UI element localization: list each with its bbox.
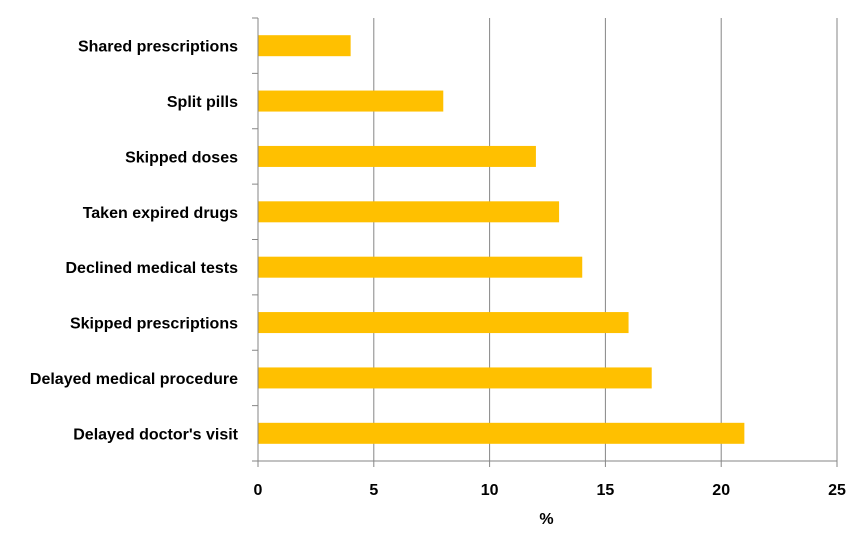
x-tick-label-0: 0 — [254, 482, 263, 499]
x-axis-title: % — [539, 511, 553, 528]
category-label-4: Declined medical tests — [65, 260, 238, 277]
bar-6 — [258, 367, 652, 389]
x-tick-label-20: 20 — [712, 482, 730, 499]
x-tick-label-15: 15 — [597, 482, 615, 499]
category-label-2: Skipped doses — [125, 149, 238, 166]
category-label-1: Split pills — [167, 94, 238, 111]
category-labels: Shared prescriptions Split pills Skipped d… — [30, 39, 239, 444]
axes — [257, 18, 837, 462]
gridlines — [252, 17, 838, 467]
category-label-5: Skipped prescriptions — [70, 316, 238, 333]
x-tick-label-5: 5 — [369, 482, 378, 499]
x-tick-label-10: 10 — [481, 482, 499, 499]
bar-2 — [258, 145, 536, 167]
bar-5 — [258, 312, 629, 334]
x-tick-labels: 0 5 10 15 20 25 — [254, 482, 846, 499]
category-label-7: Delayed doctor's visit — [73, 426, 238, 443]
bar-4 — [258, 256, 583, 278]
category-label-0: Shared prescriptions — [78, 39, 238, 56]
bar-1 — [258, 90, 444, 112]
bars — [258, 35, 745, 444]
x-tick-label-25: 25 — [828, 482, 846, 499]
bar-7 — [258, 422, 745, 444]
category-label-6: Delayed medical procedure — [30, 371, 238, 388]
bar-0 — [258, 35, 351, 57]
bar-3 — [258, 201, 560, 223]
category-label-3: Taken expired drugs — [83, 205, 238, 222]
